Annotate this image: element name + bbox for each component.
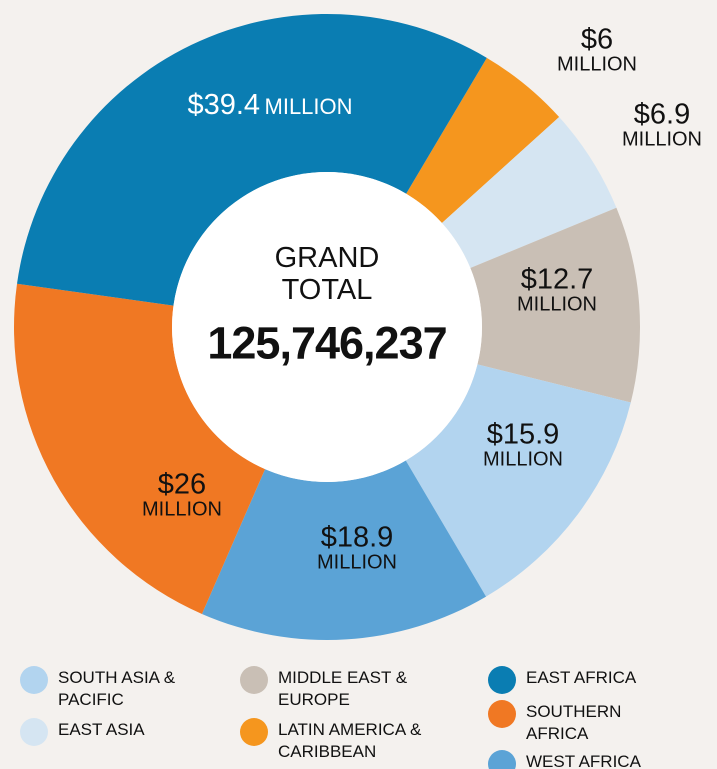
value-label: $39.4 MILLION xyxy=(187,90,352,120)
legend-label: EAST AFRICA xyxy=(526,668,637,687)
value-unit: MILLION xyxy=(516,293,598,316)
slice xyxy=(201,460,487,640)
value-label: $26 MILLION xyxy=(142,469,222,520)
slice xyxy=(13,283,266,614)
value-amount: $6 xyxy=(580,23,614,56)
value-unit: MILLION xyxy=(621,128,703,151)
value-unit: MILLION xyxy=(556,53,638,76)
legend-label: WEST AFRICA xyxy=(526,752,641,769)
legend-label: LATIN AMERICA & CARIBBEAN xyxy=(278,720,422,762)
legend-swatch xyxy=(240,718,268,746)
legend-swatch xyxy=(488,750,516,769)
value-unit: MILLION xyxy=(482,448,564,471)
value-amount: $26 xyxy=(157,468,207,501)
slice xyxy=(17,14,487,306)
value-label: $6 MILLION xyxy=(557,24,637,75)
center-title: GRAND TOTAL xyxy=(274,242,380,306)
value-amount: $39.4 xyxy=(187,88,261,121)
donut-hole xyxy=(172,172,482,482)
legend-swatch xyxy=(240,666,268,694)
value-amount: $15.9 xyxy=(486,418,560,451)
value-label: $18.9 MILLION xyxy=(317,522,397,573)
slice xyxy=(470,207,640,403)
legend-label: SOUTHERN AFRICA xyxy=(526,702,622,744)
legend-label: EAST ASIA xyxy=(58,720,145,739)
value-unit: MILLION xyxy=(141,498,223,521)
value-amount: $6.9 xyxy=(633,98,691,131)
slice xyxy=(406,57,560,224)
legend-swatch xyxy=(488,700,516,728)
value-label: $15.9 MILLION xyxy=(483,419,563,470)
value-label: $12.7 MILLION xyxy=(517,264,597,315)
value-label: $6.9 MILLION xyxy=(622,99,702,150)
slice xyxy=(441,117,617,268)
slice xyxy=(405,364,631,597)
legend-swatch xyxy=(20,666,48,694)
value-unit: MILLION xyxy=(264,93,353,119)
legend-label: SOUTH ASIA & PACIFIC xyxy=(58,668,176,710)
value-amount: $12.7 xyxy=(520,263,594,296)
legend-swatch xyxy=(20,718,48,746)
value-amount: $18.9 xyxy=(320,521,394,554)
value-unit: MILLION xyxy=(316,551,398,574)
legend-label: MIDDLE EAST & EUROPE xyxy=(278,668,408,710)
center-value: 125,746,237 xyxy=(207,317,447,369)
legend-swatch xyxy=(488,666,516,694)
